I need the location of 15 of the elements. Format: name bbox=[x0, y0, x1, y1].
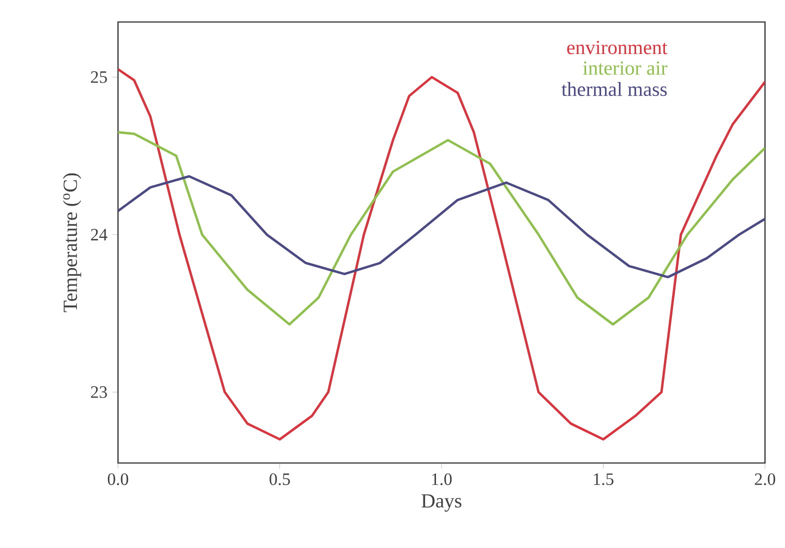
x-axis-title: Days bbox=[422, 494, 462, 512]
line-series bbox=[118, 175, 765, 278]
text: interior air bbox=[582, 61, 668, 75]
x-tick-label: 0.0 bbox=[108, 473, 128, 486]
text: environment bbox=[567, 40, 668, 54]
y-axis-title: Temperature ($^{o}$C) bbox=[62, 173, 82, 312]
text: thermal mass bbox=[562, 82, 667, 96]
x-tick-label: 0.5 bbox=[270, 473, 290, 486]
line-series bbox=[118, 131, 765, 326]
x-tick-label: 1.0 bbox=[432, 473, 452, 486]
y-tick-label: 23 bbox=[91, 386, 107, 398]
y-tick-label: 24 bbox=[91, 228, 108, 240]
x-tick-label: 1.5 bbox=[594, 473, 614, 486]
x-tick-label: 2.0 bbox=[754, 473, 776, 486]
y-tick-label: 25 bbox=[91, 71, 107, 83]
